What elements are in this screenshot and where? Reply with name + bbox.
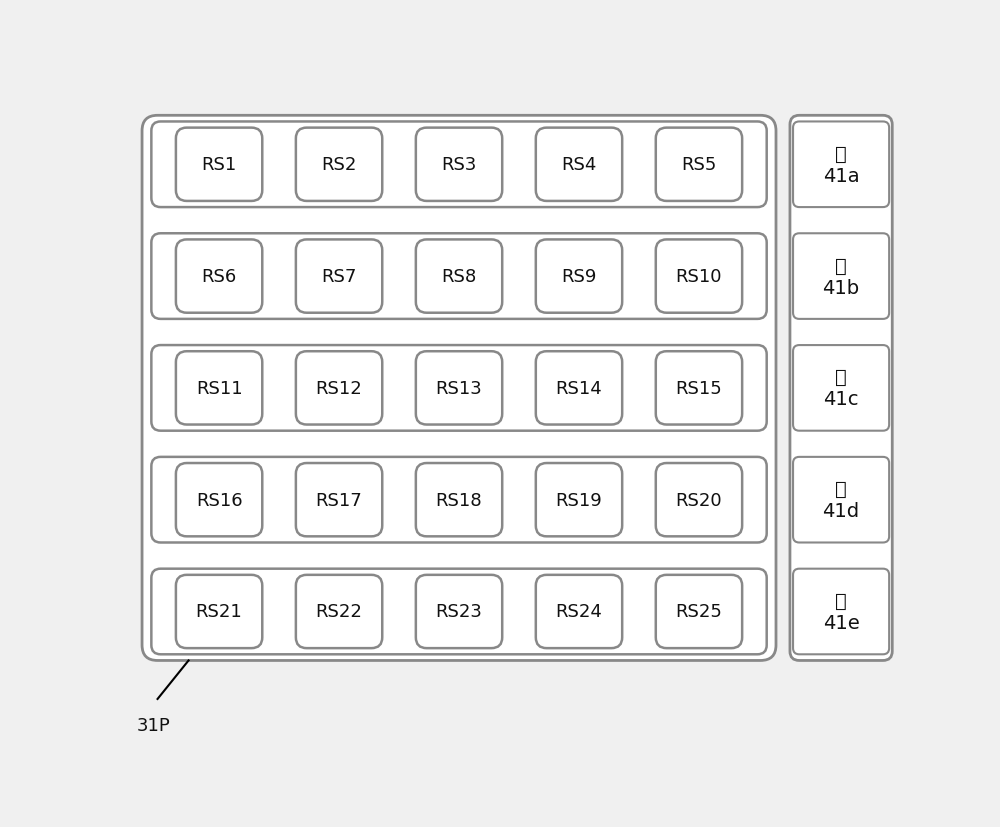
FancyBboxPatch shape xyxy=(142,116,776,661)
FancyBboxPatch shape xyxy=(793,234,889,319)
FancyBboxPatch shape xyxy=(176,575,262,648)
Text: RS1: RS1 xyxy=(201,156,237,174)
Text: 针
41d: 针 41d xyxy=(823,480,860,520)
FancyBboxPatch shape xyxy=(176,351,262,425)
Text: RS25: RS25 xyxy=(676,603,722,621)
Text: RS24: RS24 xyxy=(556,603,602,621)
FancyBboxPatch shape xyxy=(536,128,622,202)
FancyBboxPatch shape xyxy=(296,575,382,648)
Text: RS17: RS17 xyxy=(316,491,362,509)
Text: 针
41c: 针 41c xyxy=(823,368,859,409)
FancyBboxPatch shape xyxy=(416,575,502,648)
FancyBboxPatch shape xyxy=(296,240,382,313)
FancyBboxPatch shape xyxy=(536,575,622,648)
Text: RS21: RS21 xyxy=(196,603,242,621)
Text: 针
41a: 针 41a xyxy=(823,145,859,185)
FancyBboxPatch shape xyxy=(296,351,382,425)
Text: RS16: RS16 xyxy=(196,491,242,509)
Text: RS15: RS15 xyxy=(676,380,722,398)
FancyBboxPatch shape xyxy=(151,457,767,543)
Text: RS18: RS18 xyxy=(436,491,482,509)
Text: RS7: RS7 xyxy=(321,268,357,286)
Text: RS13: RS13 xyxy=(436,380,482,398)
FancyBboxPatch shape xyxy=(793,346,889,431)
Text: RS22: RS22 xyxy=(316,603,362,621)
FancyBboxPatch shape xyxy=(416,351,502,425)
FancyBboxPatch shape xyxy=(151,122,767,208)
FancyBboxPatch shape xyxy=(151,569,767,654)
Text: 针
41b: 针 41b xyxy=(823,256,860,297)
FancyBboxPatch shape xyxy=(151,234,767,319)
Text: RS2: RS2 xyxy=(321,156,357,174)
FancyBboxPatch shape xyxy=(656,240,742,313)
FancyBboxPatch shape xyxy=(793,122,889,208)
FancyBboxPatch shape xyxy=(176,463,262,537)
FancyBboxPatch shape xyxy=(656,463,742,537)
FancyBboxPatch shape xyxy=(176,240,262,313)
Text: RS6: RS6 xyxy=(201,268,237,286)
Text: 针
41e: 针 41e xyxy=(823,591,859,632)
Text: RS10: RS10 xyxy=(676,268,722,286)
Text: RS12: RS12 xyxy=(316,380,362,398)
FancyBboxPatch shape xyxy=(656,351,742,425)
Text: RS4: RS4 xyxy=(561,156,597,174)
Text: RS23: RS23 xyxy=(436,603,482,621)
FancyBboxPatch shape xyxy=(536,463,622,537)
Text: RS11: RS11 xyxy=(196,380,242,398)
FancyBboxPatch shape xyxy=(536,240,622,313)
FancyBboxPatch shape xyxy=(296,128,382,202)
Text: RS3: RS3 xyxy=(441,156,477,174)
FancyBboxPatch shape xyxy=(793,457,889,543)
FancyBboxPatch shape xyxy=(790,116,892,661)
FancyBboxPatch shape xyxy=(416,128,502,202)
FancyBboxPatch shape xyxy=(151,346,767,431)
FancyBboxPatch shape xyxy=(416,463,502,537)
Text: 31P: 31P xyxy=(137,716,171,734)
FancyBboxPatch shape xyxy=(536,351,622,425)
FancyBboxPatch shape xyxy=(296,463,382,537)
Text: RS14: RS14 xyxy=(556,380,602,398)
FancyBboxPatch shape xyxy=(656,128,742,202)
Text: RS9: RS9 xyxy=(561,268,597,286)
Text: RS5: RS5 xyxy=(681,156,717,174)
FancyBboxPatch shape xyxy=(656,575,742,648)
Text: RS8: RS8 xyxy=(441,268,477,286)
Text: RS20: RS20 xyxy=(676,491,722,509)
Text: RS19: RS19 xyxy=(556,491,602,509)
FancyBboxPatch shape xyxy=(793,569,889,654)
FancyBboxPatch shape xyxy=(176,128,262,202)
FancyBboxPatch shape xyxy=(416,240,502,313)
